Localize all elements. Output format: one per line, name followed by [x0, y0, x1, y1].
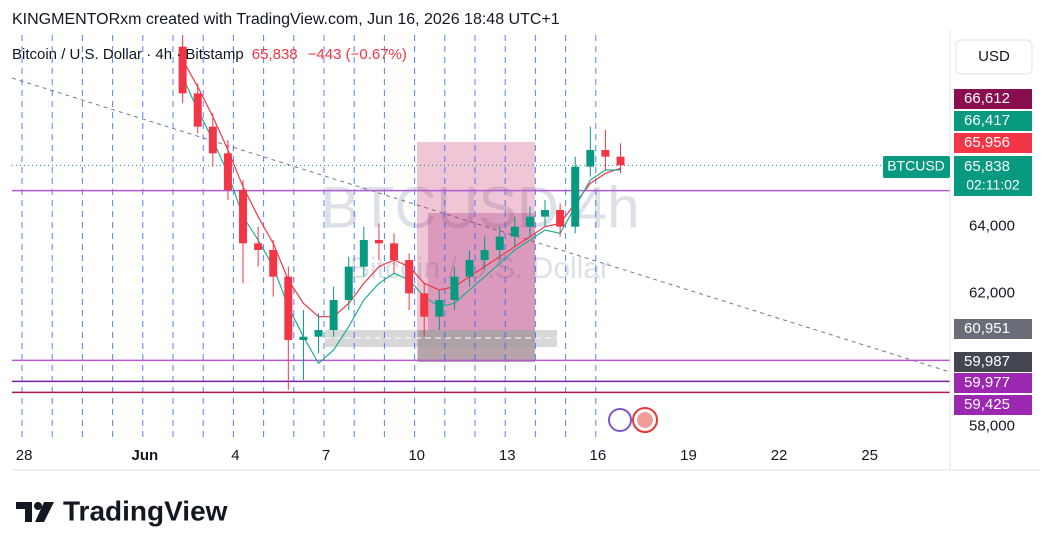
price-badge-label: 65,838 [964, 158, 1010, 175]
candle-body [284, 276, 293, 340]
zone [418, 330, 535, 362]
plot: 28 Jun 4 7 10 13 16 19 22 25 58,000 62,000 64,000 [12, 35, 1015, 464]
candle-body [390, 243, 399, 260]
symbol-badge-label: BTCUSD [887, 158, 945, 174]
candle-body [571, 166, 580, 227]
candle-body [254, 243, 263, 250]
moving-average [182, 59, 621, 318]
candle-body [525, 216, 534, 227]
candle-body [556, 210, 565, 227]
candle-body [405, 260, 414, 294]
candle-body [299, 336, 308, 340]
candle-body [314, 330, 323, 337]
candle-body [450, 276, 459, 300]
logo-mark [34, 502, 42, 510]
price-badge [954, 352, 1032, 372]
candle-body [510, 226, 519, 237]
brand: TradingView [63, 495, 228, 526]
price-badge [954, 89, 1032, 109]
zone [417, 142, 535, 362]
moving-average [182, 76, 621, 365]
candle-body [541, 210, 550, 217]
symbol-badge [883, 156, 950, 178]
candle-body [208, 126, 217, 154]
candle-body [465, 260, 474, 277]
x-tick-label: 19 [680, 447, 697, 464]
price-badge-label: 59,987 [964, 353, 1010, 370]
y-tick-label: 58,000 [969, 418, 1015, 435]
price-badge-label: 65,956 [964, 134, 1010, 151]
candle-body [435, 300, 444, 317]
countdown: 02:11:02 [966, 177, 1020, 193]
x-tick-label: 10 [408, 447, 425, 464]
logo: TradingView [16, 495, 228, 526]
candle-body [239, 190, 248, 244]
events [608, 407, 658, 433]
candle-body [329, 300, 338, 330]
price-badge [954, 319, 1032, 339]
event-icon[interactable] [608, 408, 632, 432]
logo-mark [35, 502, 54, 522]
price-badge-label: 59,977 [964, 374, 1010, 391]
y-tick-label: 64,000 [969, 218, 1015, 235]
candle-body [616, 156, 625, 166]
candle-body [495, 236, 504, 250]
legend-last: 65,838 [252, 46, 298, 63]
candle-body [601, 150, 610, 157]
candle-body [420, 293, 429, 317]
candle-body [193, 93, 202, 127]
price-badge-label: 66,612 [964, 90, 1010, 107]
trend-line [11, 77, 951, 373]
candle-body [586, 150, 595, 167]
price-badge [954, 111, 1032, 131]
candle-body [178, 46, 187, 94]
x-tick-label: Jun [132, 447, 159, 464]
price-badge-label: 66,417 [964, 112, 1010, 129]
candle-body [223, 153, 232, 190]
price-badge-label: 59,425 [964, 396, 1010, 413]
legend-change: −443 (−0.67%) [308, 46, 407, 63]
flag-icon [637, 412, 653, 428]
x-tick-label: 16 [590, 447, 607, 464]
currency[interactable]: USD [978, 48, 1010, 65]
price-badge [954, 373, 1032, 393]
candle-body [374, 240, 383, 244]
x-tick-label: 13 [499, 447, 516, 464]
legend: Bitcoin / U.S. Dollar · 4h · Bitstamp 65,… [12, 46, 407, 63]
candle-body [480, 250, 489, 260]
legend-title: Bitcoin / U.S. Dollar · 4h · Bitstamp [12, 46, 244, 63]
attribution: KINGMENTORxm created with TradingView.co… [12, 11, 560, 28]
price-badge [954, 156, 1032, 196]
currency-button[interactable] [955, 39, 1033, 75]
y-tick-label: 62,000 [969, 284, 1015, 301]
price-badge [954, 133, 1032, 153]
candle-body [359, 240, 368, 267]
x-tick-label: 4 [231, 447, 239, 464]
price-badge-label: 60,951 [964, 320, 1010, 337]
price-badge [954, 395, 1032, 415]
zone [428, 213, 535, 330]
x-tick-label: 25 [861, 447, 878, 464]
logo-mark [16, 502, 32, 522]
candle-body [269, 250, 278, 277]
x-tick-label: 7 [322, 447, 330, 464]
x-tick-label: 28 [16, 447, 33, 464]
x-tick-label: 22 [771, 447, 788, 464]
candle-body [344, 266, 353, 300]
